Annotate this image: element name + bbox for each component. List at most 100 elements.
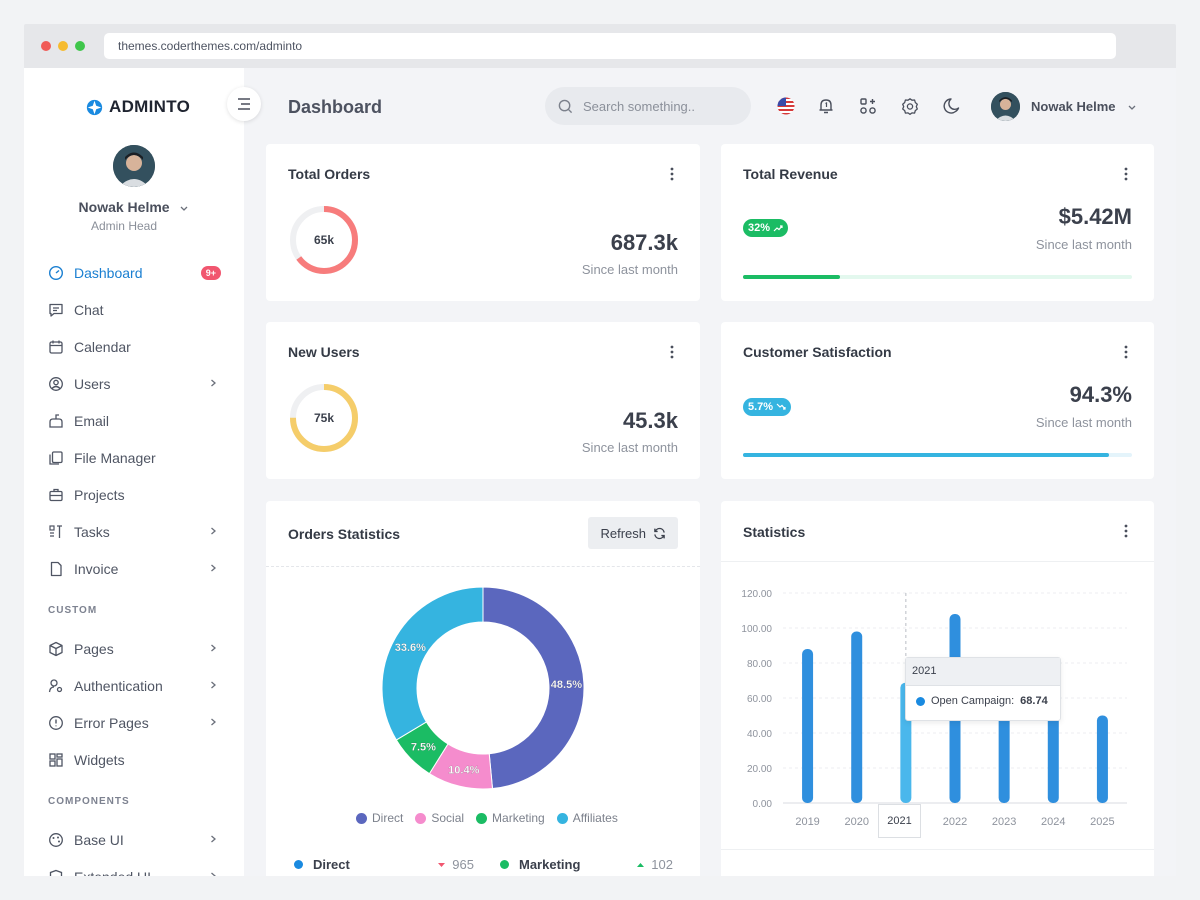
divider [721, 561, 1154, 562]
caret-down-icon [438, 862, 446, 867]
file-icon [48, 561, 64, 577]
sidebar-item-label: Dashboard [74, 264, 143, 281]
refresh-icon [654, 527, 665, 539]
sidebar-item-users[interactable]: Users [24, 365, 244, 402]
avatar[interactable] [113, 145, 155, 187]
sidebar-item-label: Error Pages [74, 714, 149, 731]
bell-icon [819, 99, 833, 114]
notification-badge: 9+ [200, 266, 221, 280]
badge-text: 5.7% [748, 401, 774, 413]
bar-2023[interactable] [998, 701, 1010, 804]
sidebar-item-base-ui[interactable]: Base UI [24, 821, 244, 858]
chevron-down-icon [1128, 105, 1136, 110]
y-tick-label: 40.00 [747, 729, 772, 740]
us-flag-icon [777, 97, 795, 115]
address-bar[interactable]: themes.coderthemes.com/adminto [104, 33, 1116, 59]
card-since: Since last month [581, 262, 678, 277]
series-dot [294, 860, 303, 869]
widgets-icon [48, 752, 64, 768]
donut-slice-direct[interactable] [482, 586, 585, 790]
chevron-right-icon [211, 527, 216, 535]
sidebar-user-name[interactable]: Nowak Helme [24, 199, 244, 215]
palette-icon [48, 832, 64, 848]
apps-button[interactable] [858, 96, 878, 116]
y-tick-label: 60.00 [747, 694, 772, 705]
donut-slice-affiliates[interactable] [381, 586, 484, 741]
minimize-window-dot[interactable] [58, 41, 68, 51]
donut-data-label: 7.5% [411, 741, 436, 753]
sidebar-item-file-manager[interactable]: File Manager [24, 439, 244, 476]
more-vertical-icon[interactable] [1124, 167, 1128, 181]
progress-fill [743, 453, 1109, 457]
card-value: 45.3k [622, 408, 678, 433]
sidebar-nav: Dashboard 9+ Chat Calendar Users Email File Ma… [24, 254, 244, 876]
legend-item-social[interactable]: Social [415, 811, 464, 825]
brand-logo[interactable]: ADMINTO [86, 97, 190, 117]
donut-legend: Direct Social Marketing Affiliates [356, 811, 618, 825]
refresh-button[interactable]: Refresh [588, 517, 678, 549]
language-flag-button[interactable] [776, 96, 796, 116]
bar-2025[interactable] [1096, 715, 1108, 804]
more-vertical-icon[interactable] [1124, 524, 1128, 538]
menu-toggle-button[interactable] [227, 87, 261, 121]
theme-toggle-button[interactable] [942, 96, 962, 116]
card-title: Total Orders [288, 166, 371, 182]
y-tick-label: 100.00 [741, 624, 772, 635]
sidebar-item-chat[interactable]: Chat [24, 291, 244, 328]
statistics-bar-chart: 0.00 20.00 40.00 60.00 80.00 100.00 120.00 2019… [741, 589, 1127, 828]
sidebar-item-projects[interactable]: Projects [24, 476, 244, 513]
tooltip-value: 68.74 [1020, 695, 1048, 707]
donut-data-label: 48.5% [551, 679, 582, 691]
more-vertical-icon[interactable] [670, 345, 674, 359]
chevron-right-icon [211, 564, 216, 572]
sidebar-item-authentication[interactable]: Authentication [24, 667, 244, 704]
caret-up-icon [637, 862, 645, 867]
new-users-ring: 75k [288, 382, 360, 459]
more-vertical-icon[interactable] [670, 167, 674, 181]
card-title: Total Revenue [743, 166, 838, 182]
box-icon [48, 641, 64, 657]
legend-swatch [356, 812, 367, 824]
maximize-window-dot[interactable] [75, 41, 85, 51]
sidebar-item-tasks[interactable]: Tasks [24, 513, 244, 550]
x-axis-tooltip: 2021 [878, 804, 921, 838]
y-tick-label: 0.00 [753, 799, 773, 810]
alert-circle-icon [48, 715, 64, 731]
sidebar-item-label: Email [74, 412, 110, 429]
bar-2019[interactable] [802, 649, 814, 803]
card-value: 687.3k [610, 230, 678, 255]
bar-2020[interactable] [851, 631, 863, 804]
app-window: ADMINTO Nowak Helme Admin Head Dashboard… [24, 68, 1176, 876]
legend-item-marketing[interactable]: Marketing [476, 811, 545, 825]
trend-down-icon [776, 403, 786, 410]
sidebar-item-widgets[interactable]: Widgets [24, 741, 244, 778]
sidebar-item-calendar[interactable]: Calendar [24, 328, 244, 365]
card-title: Statistics [743, 524, 806, 540]
legend-item-affiliates[interactable]: Affiliates [556, 811, 618, 825]
sidebar-item-invoice[interactable]: Invoice [24, 550, 244, 587]
legend-item-direct[interactable]: Direct [356, 811, 403, 825]
sidebar-item-email[interactable]: Email [24, 402, 244, 439]
user-menu[interactable]: Nowak Helme [991, 92, 1137, 121]
card-value: 94.3% [1069, 382, 1132, 407]
revenue-change-badge: 32% [743, 219, 789, 237]
sidebar-item-dashboard[interactable]: Dashboard 9+ [24, 254, 244, 291]
tooltip-title: 2021 [906, 658, 1060, 686]
page-title: Dashboard [288, 97, 383, 117]
revenue-progress [743, 275, 1132, 279]
search-input[interactable]: Search something.. [545, 87, 751, 125]
sidebar-item-error-pages[interactable]: Error Pages [24, 704, 244, 741]
calendar-icon [48, 339, 64, 355]
legend-swatch [556, 812, 568, 824]
close-window-dot[interactable] [41, 41, 51, 51]
sidebar-item-extended-ui[interactable]: Extended UI [24, 858, 244, 876]
sidebar-item-pages[interactable]: Pages [24, 630, 244, 667]
settings-button[interactable] [900, 96, 920, 116]
more-vertical-icon[interactable] [1124, 345, 1128, 359]
search-placeholder: Search something.. [583, 98, 696, 114]
stat-marketing: Marketing 102 [500, 857, 673, 872]
x-tick-label: 2022 [943, 816, 967, 828]
total-orders-ring: 65k [288, 204, 360, 281]
notifications-button[interactable] [816, 96, 836, 116]
legend-label: Direct [372, 811, 404, 825]
